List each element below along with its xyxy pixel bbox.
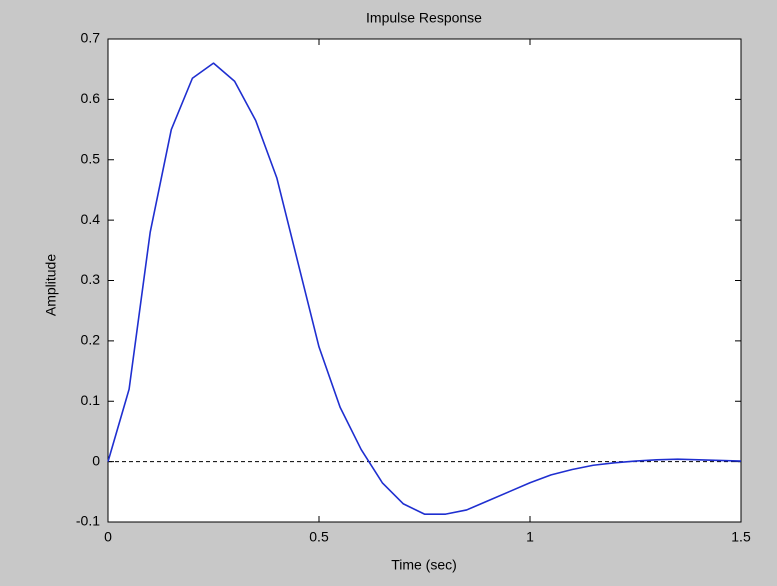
x-axis-label: Time (sec): [391, 557, 457, 573]
y-tick-label: 0: [92, 452, 100, 468]
y-tick-label: 0.2: [81, 332, 101, 348]
y-tick-label: -0.1: [76, 513, 100, 529]
y-tick-label: 0.4: [81, 211, 101, 227]
y-axis-label: Amplitude: [43, 254, 59, 316]
x-tick-label: 0.5: [309, 529, 329, 545]
x-tick-label: 0: [104, 529, 112, 545]
y-tick-label: 0.6: [81, 90, 101, 106]
chart-title: Impulse Response: [366, 10, 482, 26]
y-tick-label: 0.7: [81, 30, 101, 46]
data-line: [107, 62, 742, 515]
x-tick-label: 1: [526, 529, 534, 545]
y-tick-label: 0.5: [81, 150, 101, 166]
plot-area: [107, 38, 742, 523]
y-tick-label: 0.1: [81, 392, 101, 408]
y-tick-label: 0.3: [81, 271, 101, 287]
x-tick-label: 1.5: [731, 529, 751, 545]
